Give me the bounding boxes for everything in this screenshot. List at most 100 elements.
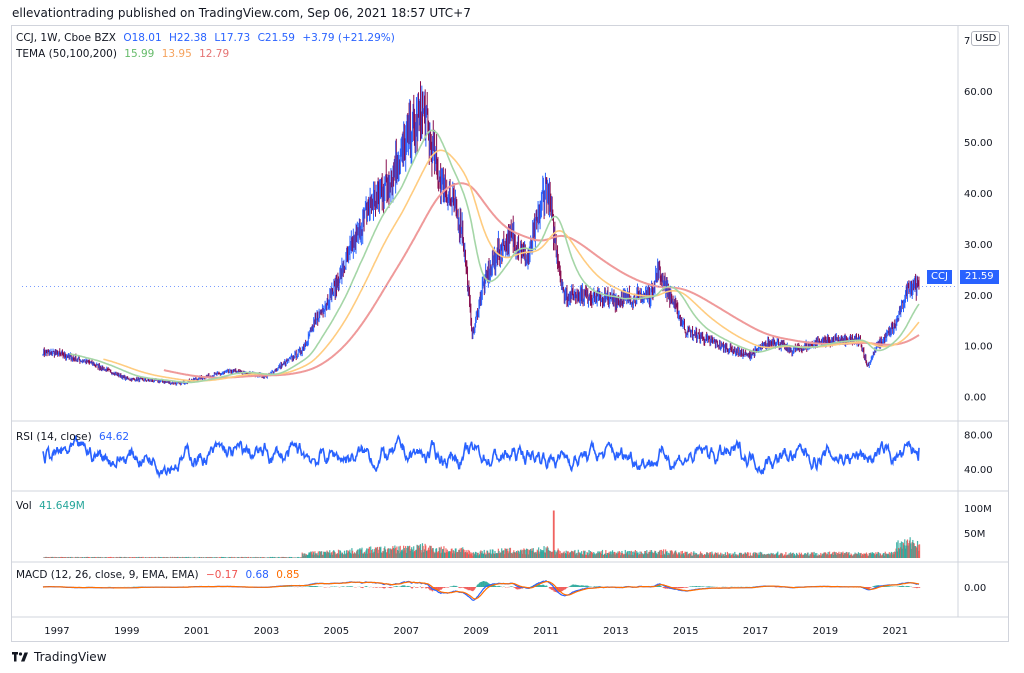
- volume-bar: [245, 557, 248, 558]
- volume-bar: [74, 557, 76, 558]
- volume-bar: [637, 552, 639, 558]
- volume-bar: [215, 557, 217, 558]
- volume-bar: [300, 557, 303, 558]
- volume-bar: [754, 552, 756, 558]
- volume-bar: [826, 553, 829, 558]
- volume-bar: [634, 549, 636, 558]
- volume-bar: [330, 552, 332, 558]
- volume-bar: [511, 553, 514, 558]
- volume-bar: [815, 555, 817, 558]
- volume-bar: [421, 552, 423, 558]
- volume-bar: [627, 551, 629, 558]
- volume-bar: [360, 549, 362, 558]
- volume-bar: [910, 543, 912, 558]
- macd-hist-bar: [579, 585, 581, 587]
- volume-bar: [46, 557, 48, 558]
- volume-bar: [533, 551, 535, 558]
- volume-bar: [448, 551, 450, 558]
- macd-hist-bar: [461, 587, 463, 588]
- volume-bar: [397, 550, 399, 558]
- volume-bar: [762, 554, 764, 558]
- volume-bar: [61, 556, 63, 558]
- macd-hist-bar: [901, 585, 903, 587]
- volume-bar: [861, 555, 863, 558]
- volume-bar: [317, 551, 319, 558]
- volume-bar: [783, 555, 785, 558]
- macd-hist-bar: [684, 587, 686, 588]
- volume-bar: [663, 549, 665, 558]
- volume-bar: [755, 552, 757, 558]
- volume-bar: [64, 557, 66, 558]
- tema100-line: [103, 149, 920, 382]
- volume-bar: [53, 557, 55, 558]
- volume-bar: [369, 553, 371, 558]
- macd-hist-bar: [427, 587, 430, 589]
- volume-bar: [212, 557, 214, 558]
- volume-bar: [446, 549, 448, 558]
- volume-bar: [121, 557, 123, 558]
- volume-bar: [706, 552, 708, 558]
- volume-bar: [810, 554, 812, 558]
- volume-bar: [722, 555, 724, 558]
- volume-bar: [148, 557, 150, 558]
- macd-hist-bar: [313, 586, 315, 587]
- volume-bar: [247, 557, 249, 558]
- macd-hist-bar: [538, 584, 540, 587]
- macd-hist-bar: [876, 585, 878, 587]
- volume-bar: [422, 545, 424, 558]
- volume-bar: [782, 555, 784, 558]
- macd-hist-bar: [663, 587, 665, 589]
- volume-bar: [681, 550, 684, 558]
- volume-bar: [665, 549, 667, 558]
- volume-bar: [313, 552, 315, 558]
- macd-hist-bar: [485, 581, 487, 587]
- volume-bar: [688, 553, 690, 558]
- volume-bar: [886, 553, 888, 558]
- time-axis-tick: 2019: [813, 626, 838, 637]
- chart-frame[interactable]: [11, 25, 1009, 642]
- volume-bar: [405, 546, 407, 558]
- macd-hist-bar: [583, 585, 585, 587]
- macd-hist-bar: [904, 586, 906, 587]
- macd-hist-bar: [888, 586, 890, 587]
- macd-hist-bar: [408, 585, 410, 587]
- volume-bar: [368, 548, 370, 558]
- volume-bar: [540, 550, 542, 558]
- macd-hist-bar: [905, 586, 907, 587]
- volume-bar: [907, 545, 909, 558]
- volume-bar: [778, 555, 780, 558]
- volume-bar: [882, 554, 884, 558]
- macd-signal-value: 0.85: [276, 569, 300, 581]
- volume-bar: [830, 554, 833, 558]
- currency-badge[interactable]: USD: [971, 31, 1001, 46]
- volume-bar: [804, 553, 806, 558]
- macd-hist-bar: [390, 587, 393, 588]
- volume-bar: [844, 552, 846, 558]
- macd-hist-bar: [587, 585, 589, 587]
- volume-bar: [307, 554, 309, 558]
- volume-bar: [336, 553, 338, 558]
- macd-hist-bar: [584, 585, 586, 587]
- volume-bar: [812, 554, 815, 558]
- volume-bar: [184, 557, 186, 558]
- volume-bar: [319, 551, 321, 558]
- volume-bar: [392, 546, 394, 558]
- volume-bar: [423, 549, 426, 558]
- volume-bar: [635, 553, 637, 558]
- price-axis-tick: 50.00: [964, 138, 993, 149]
- volume-bar: [527, 554, 530, 558]
- volume-bar: [449, 551, 451, 558]
- volume-bar: [88, 557, 90, 558]
- volume-bar: [697, 554, 699, 558]
- volume-bar: [538, 547, 540, 558]
- volume-bar: [724, 552, 727, 558]
- volume-bar: [783, 554, 786, 558]
- volume-bar: [671, 551, 673, 558]
- volume-bar: [681, 554, 683, 558]
- signal-line: [43, 581, 920, 600]
- volume-bar: [868, 553, 870, 558]
- volume-bar: [390, 549, 392, 558]
- volume-bar: [531, 548, 533, 558]
- macd-hist-bar: [505, 587, 507, 588]
